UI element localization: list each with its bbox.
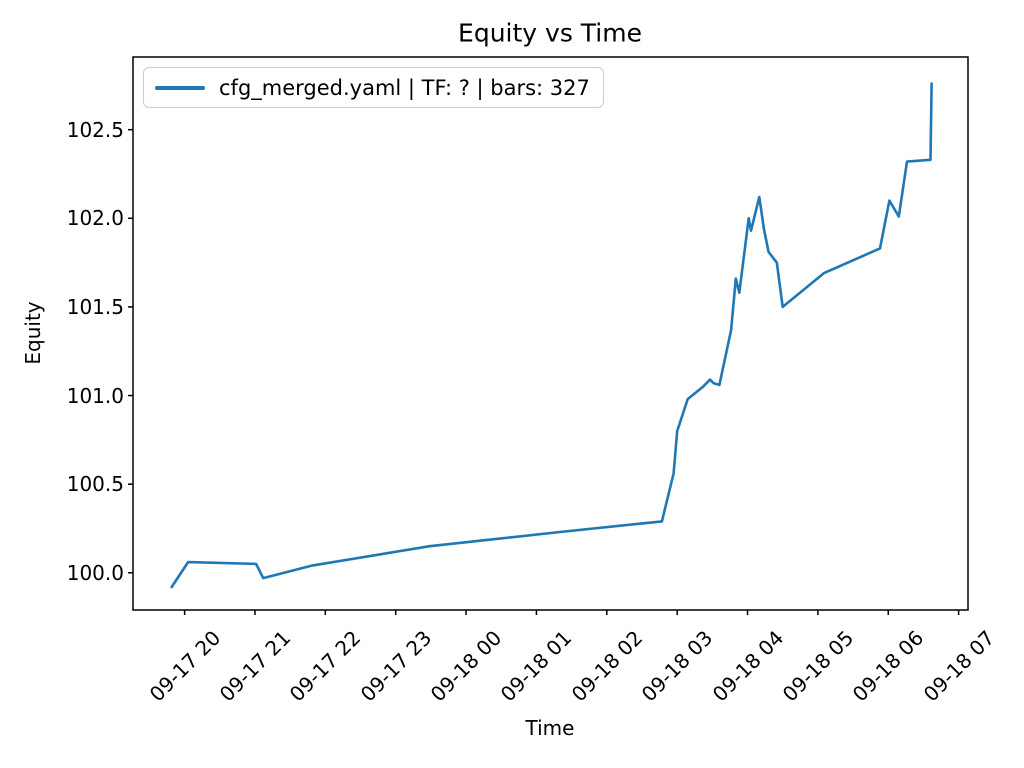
equity-line [170,82,933,589]
y-tick-label: 100.0 [66,560,124,585]
plot-border [132,56,969,611]
legend: cfg_merged.yaml | TF: ? | bars: 327 [143,67,604,108]
x-axis-label: Time [525,716,575,740]
legend-line-swatch [155,85,205,90]
y-tick-label: 101.5 [66,294,124,319]
y-tick-label: 100.5 [66,472,124,497]
legend-label: cfg_merged.yaml | TF: ? | bars: 327 [219,75,590,100]
y-tick-label: 101.0 [66,383,124,408]
chart-title: Equity vs Time [458,18,642,48]
y-tick-label: 102.0 [66,206,124,231]
y-tick-label: 102.5 [66,117,124,142]
